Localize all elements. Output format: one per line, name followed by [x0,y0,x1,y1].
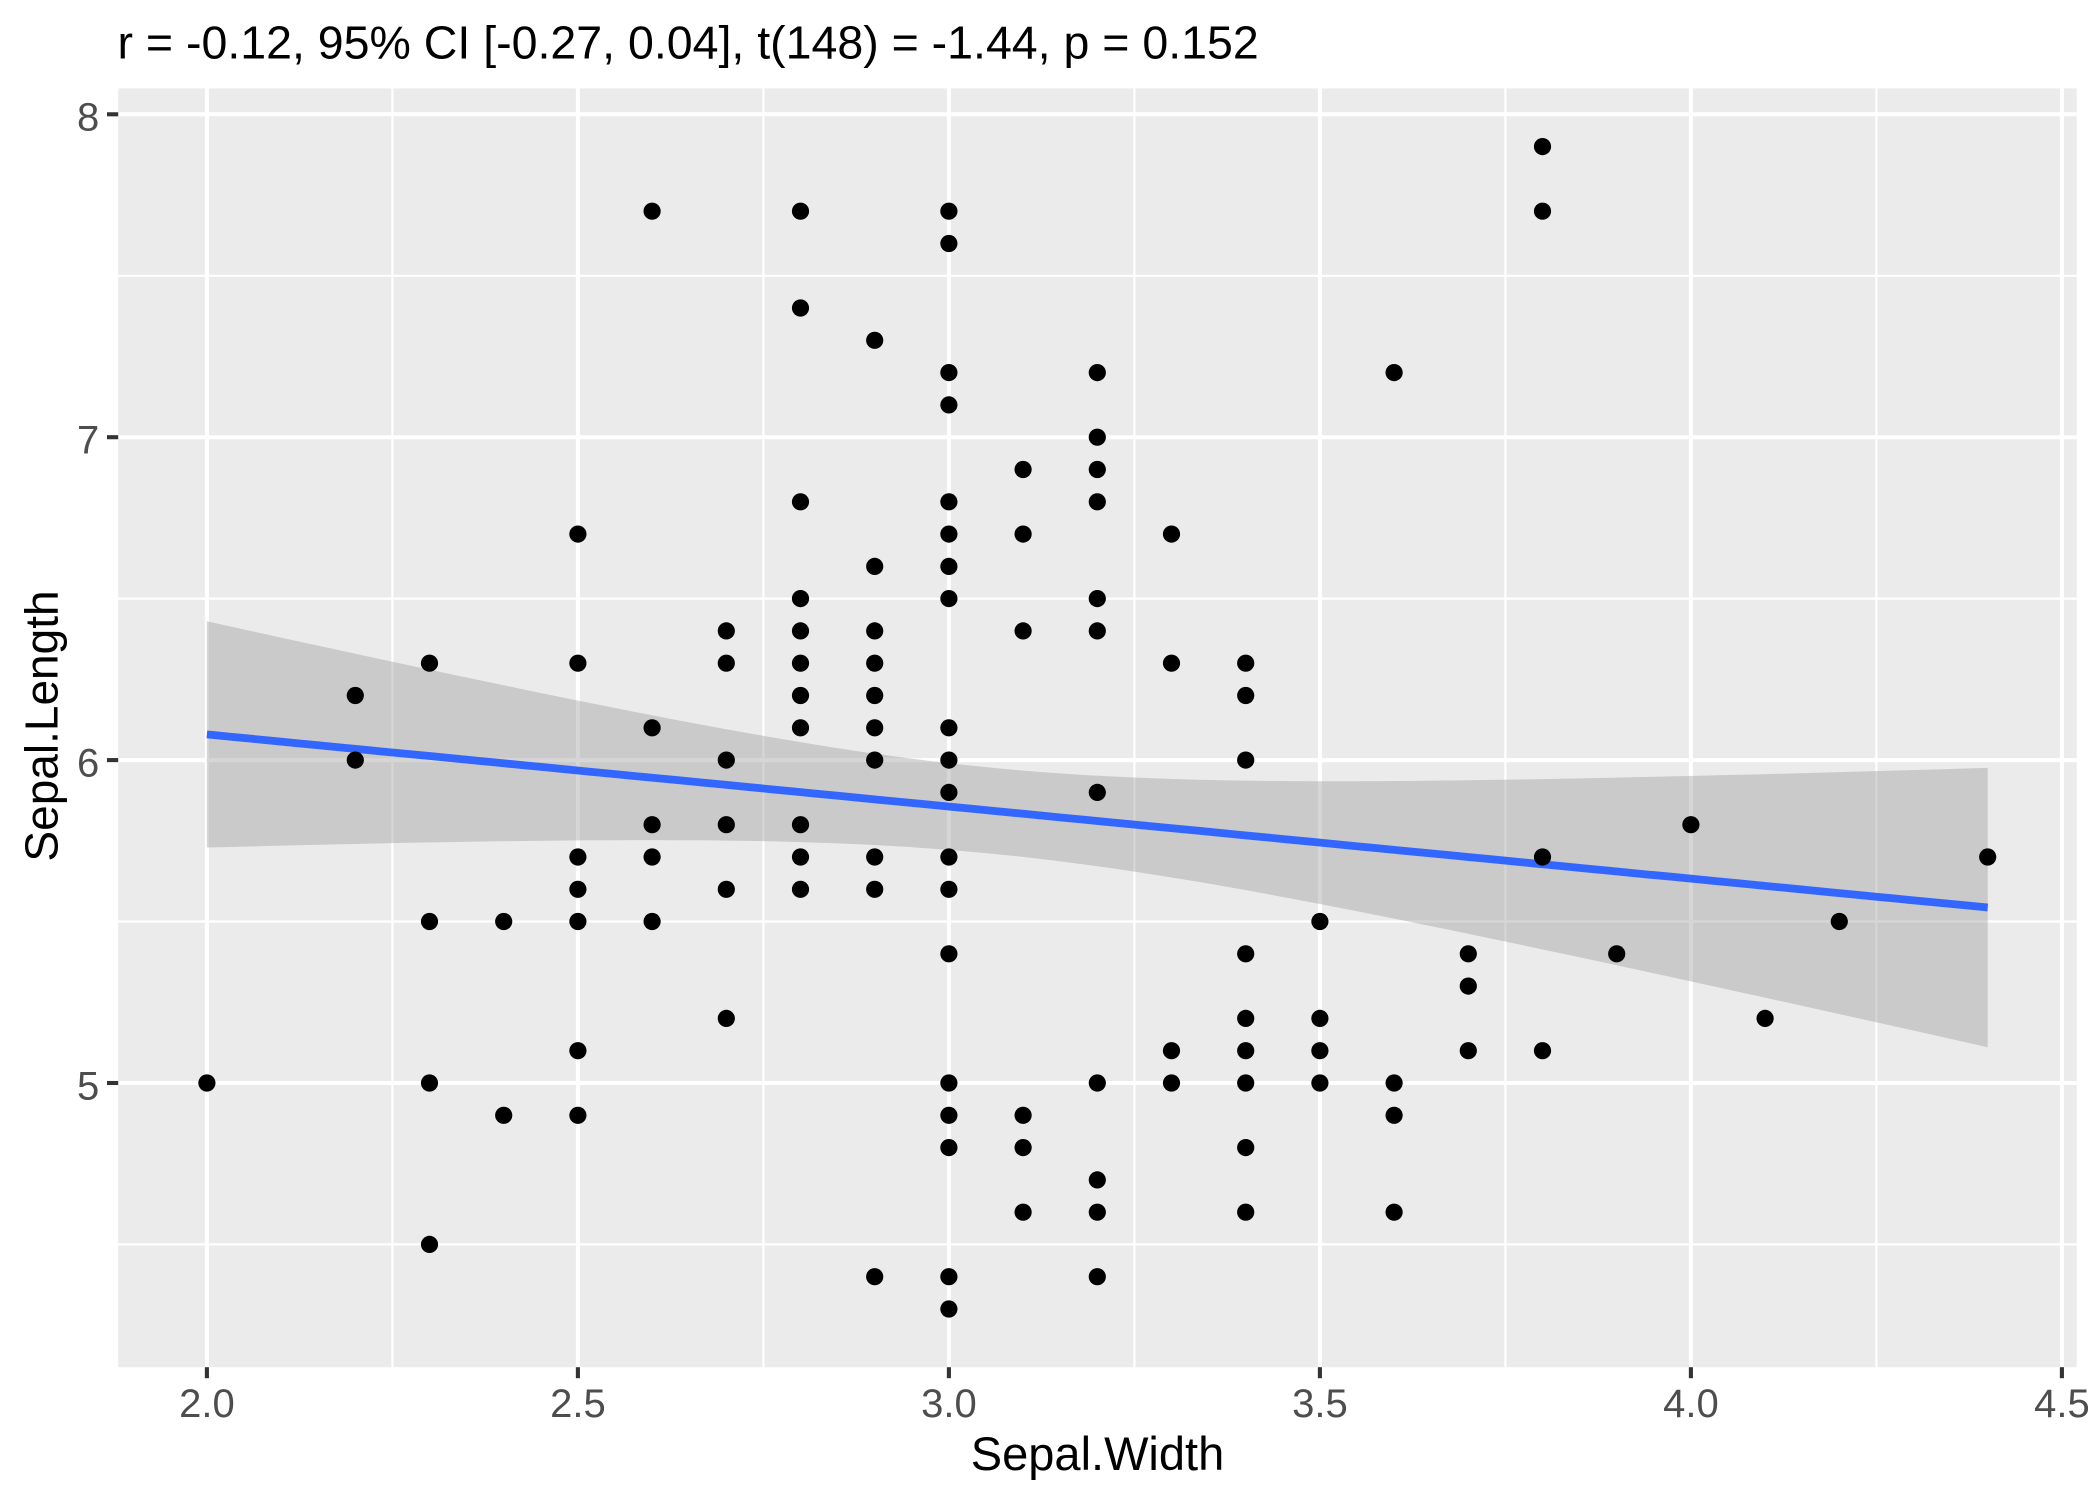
svg-text:Sepal.Width: Sepal.Width [971,1427,1224,1480]
svg-text:3.0: 3.0 [921,1382,977,1426]
svg-text:2.0: 2.0 [179,1382,235,1426]
svg-text:7: 7 [77,419,99,463]
svg-text:4.0: 4.0 [1663,1382,1719,1426]
svg-text:4.5: 4.5 [2034,1382,2090,1426]
svg-text:6: 6 [77,741,99,785]
svg-text:5: 5 [77,1064,99,1108]
svg-text:2.5: 2.5 [550,1382,606,1426]
svg-text:Sepal.Length: Sepal.Length [16,590,68,861]
svg-text:3.5: 3.5 [1292,1382,1348,1426]
svg-text:8: 8 [77,96,99,140]
svg-text:r = -0.12, 95% CI [-0.27, 0.04: r = -0.12, 95% CI [-0.27, 0.04], t(148) … [118,17,1259,69]
